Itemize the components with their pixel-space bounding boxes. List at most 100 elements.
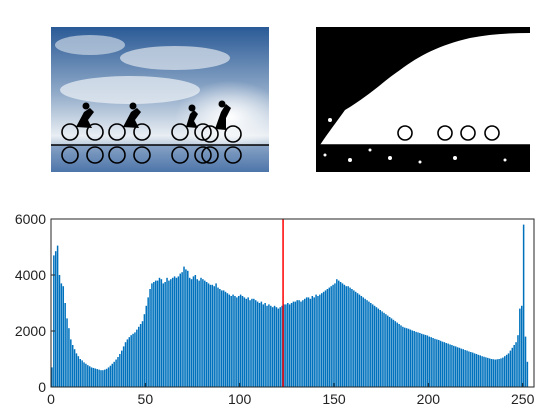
- histogram-bar: [111, 363, 114, 387]
- histogram-bar: [354, 291, 357, 387]
- histogram-bar: [154, 280, 157, 387]
- histogram-bar: [262, 304, 265, 387]
- histogram-bar: [304, 298, 306, 387]
- histogram-bar: [347, 286, 349, 387]
- histogram-bar: [379, 310, 381, 387]
- histogram-bar: [160, 279, 163, 387]
- histogram-bar: [68, 328, 70, 387]
- histogram-bar: [260, 301, 263, 387]
- histogram-bar: [121, 350, 123, 387]
- histogram-bar: [190, 279, 193, 387]
- histogram-bar: [171, 277, 174, 387]
- histogram-bar: [449, 344, 451, 387]
- histogram-bar: [407, 328, 410, 387]
- x-tick-label: 50: [138, 391, 154, 407]
- histogram-bar: [109, 365, 112, 387]
- histogram-bar: [322, 291, 325, 387]
- x-tick-label: 0: [47, 391, 55, 407]
- histogram-bar: [64, 303, 66, 387]
- histogram-bar: [519, 308, 521, 387]
- histogram-bar: [390, 318, 393, 387]
- histogram-bar: [115, 359, 117, 387]
- y-tick-label: 4000: [15, 267, 46, 283]
- histogram-bar: [136, 329, 138, 387]
- histogram-bar: [326, 289, 329, 387]
- histogram-bar: [220, 290, 223, 387]
- x-tick-label: 100: [228, 391, 252, 407]
- histogram-bar: [173, 276, 176, 387]
- histogram-bar: [147, 297, 149, 387]
- histogram-bar: [107, 367, 110, 387]
- histogram-bar: [320, 293, 323, 387]
- histogram-bar: [447, 343, 449, 387]
- histogram-bar: [477, 354, 480, 387]
- histogram-bar: [271, 307, 274, 387]
- histogram-bar: [245, 298, 248, 387]
- histogram-bar: [187, 270, 189, 387]
- histogram-bar: [247, 297, 249, 387]
- histogram-bar: [507, 353, 510, 387]
- histogram-bar: [430, 337, 432, 387]
- histogram-bar: [492, 359, 495, 387]
- histogram-bar: [145, 305, 148, 387]
- histogram-bar: [75, 353, 78, 387]
- histogram-bar: [417, 332, 419, 387]
- binary-white-region: [395, 80, 530, 145]
- histogram-bar: [445, 343, 448, 387]
- histogram-bar: [94, 368, 97, 387]
- histogram-bar: [153, 282, 155, 387]
- y-tick-label: 2000: [15, 323, 46, 339]
- histogram-bar: [387, 315, 389, 387]
- histogram-bar: [239, 294, 242, 387]
- histogram-bar: [58, 275, 61, 387]
- histogram-bar: [488, 358, 491, 387]
- histogram-bar: [296, 300, 298, 387]
- histogram-bar: [511, 347, 514, 387]
- histogram-bar: [196, 279, 198, 387]
- histogram-bar: [392, 319, 395, 387]
- histogram-bar: [456, 347, 459, 387]
- histogram-bar: [128, 337, 131, 387]
- histogram-bar: [62, 286, 65, 387]
- histogram-bar: [315, 294, 317, 387]
- histogram-bar: [298, 300, 300, 387]
- histogram-bar: [234, 296, 236, 387]
- histogram-bar: [204, 280, 206, 387]
- x-tick-label: 250: [511, 391, 535, 407]
- histogram-bar: [404, 327, 406, 387]
- histogram-bar: [285, 304, 287, 387]
- histogram-bar: [360, 296, 363, 387]
- histogram-bar: [137, 326, 140, 387]
- histogram-bar: [409, 329, 412, 387]
- histogram-bar: [228, 294, 231, 387]
- histogram-bar: [177, 276, 180, 387]
- histogram-bar: [481, 356, 483, 387]
- histogram-bar: [305, 297, 308, 387]
- histogram-bar: [143, 314, 146, 387]
- histogram-bar: [398, 324, 400, 387]
- histogram-bar: [258, 303, 261, 387]
- histogram-bar: [283, 304, 285, 387]
- histogram-bar: [337, 280, 340, 387]
- histogram-bar: [434, 338, 436, 387]
- cyclist-silhouettes: [61, 123, 242, 164]
- histogram-bar: [436, 339, 438, 387]
- binary-image-panel: [316, 27, 530, 172]
- histogram-bars: [51, 224, 529, 387]
- histogram-bar: [336, 279, 338, 387]
- histogram-bar: [222, 290, 225, 387]
- histogram-bar: [54, 251, 57, 387]
- histogram-bar: [313, 297, 315, 387]
- histogram-bar: [275, 307, 278, 387]
- y-tick-label: 0: [38, 379, 46, 395]
- histogram-bar: [462, 349, 464, 387]
- histogram-bar: [471, 352, 474, 387]
- x-tick-label: 200: [417, 391, 441, 407]
- histogram-bar: [437, 339, 440, 387]
- histogram-bar: [487, 357, 489, 387]
- histogram-bar: [156, 280, 159, 387]
- histogram-bar: [396, 322, 398, 387]
- y-axis-ticks: 0 2000 4000 6000: [15, 211, 55, 395]
- histogram-bar: [294, 301, 297, 387]
- histogram-bar: [451, 345, 453, 387]
